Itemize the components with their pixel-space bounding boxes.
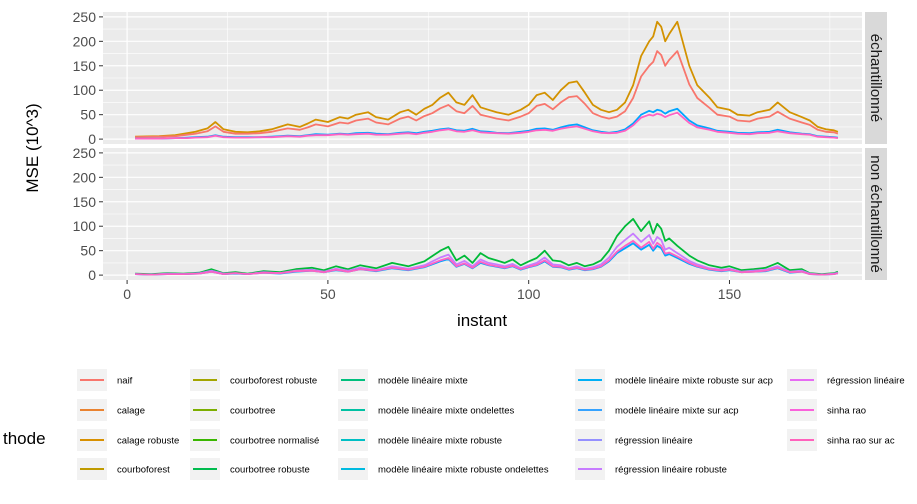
legend-label: sinha rao sur ac bbox=[827, 436, 895, 447]
legend-item: sinha rao bbox=[787, 399, 866, 421]
legend-label: modèle linéaire mixte sur acp bbox=[615, 406, 739, 417]
y-tick-label: 100 bbox=[73, 82, 97, 98]
y-tick-label: 150 bbox=[73, 58, 97, 74]
legend-label: régression linéaire bbox=[615, 436, 693, 447]
series-line-3 bbox=[135, 239, 839, 276]
x-tick-label: 50 bbox=[320, 286, 336, 302]
legend-label: régression linéaire bbox=[827, 376, 905, 387]
legend-label: régression linéaire robuste bbox=[615, 465, 727, 476]
legend-item: courboforest robuste bbox=[190, 369, 317, 391]
y-tick-label: 200 bbox=[73, 33, 97, 49]
legend: naif calage calage robuste courboforest cour… bbox=[77, 369, 905, 480]
x-axis-title: instant bbox=[457, 311, 507, 330]
y-tick-label: 250 bbox=[73, 145, 97, 161]
panel-0: 0 50 100 150 200 250 échantillonné bbox=[73, 9, 887, 147]
y-tick-label: 0 bbox=[88, 267, 96, 283]
legend-item: modèle linéaire mixte robuste ondelettes bbox=[338, 458, 549, 480]
legend-label: courbotree normalisé bbox=[230, 436, 319, 447]
legend-title: thode bbox=[3, 429, 46, 448]
y-tick-label: 250 bbox=[73, 9, 97, 25]
series-line-0 bbox=[135, 20, 839, 138]
legend-item: courbotree bbox=[190, 399, 275, 421]
y-tick-label: 50 bbox=[80, 243, 96, 259]
y-tick-label: 200 bbox=[73, 169, 97, 185]
legend-item: modèle linéaire mixte sur acp bbox=[575, 399, 739, 421]
series-line-1 bbox=[135, 50, 839, 139]
legend-label: sinha rao bbox=[827, 406, 866, 417]
facet-strip-label: non échantillonné bbox=[867, 155, 884, 273]
legend-label: modèle linéaire mixte robuste sur acp bbox=[615, 376, 773, 387]
legend-label: modèle linéaire mixte robuste bbox=[378, 436, 502, 447]
legend-item: modèle linéaire mixte ondelettes bbox=[338, 399, 514, 421]
legend-item: calage robuste bbox=[77, 429, 179, 451]
legend-item: courbotree normalisé bbox=[190, 429, 319, 451]
y-tick-label: 50 bbox=[80, 107, 96, 123]
legend-item: naif bbox=[77, 369, 133, 391]
x-tick-label: 100 bbox=[517, 286, 541, 302]
legend-label: calage bbox=[117, 406, 145, 417]
legend-item: sinha rao sur ac bbox=[787, 429, 895, 451]
legend-item: régression linéaire bbox=[575, 429, 693, 451]
y-tick-label: 150 bbox=[73, 194, 97, 210]
panels: 0 50 100 150 200 250 échantillonné 0 50 100 150 200… bbox=[73, 9, 887, 302]
legend-label: naif bbox=[117, 376, 133, 387]
facet-strip bbox=[865, 148, 887, 280]
legend-label: modèle linéaire mixte bbox=[378, 376, 468, 387]
legend-item: régression linéaire robuste bbox=[575, 458, 727, 480]
legend-item: courbotree robuste bbox=[190, 458, 310, 480]
legend-label: courbotree bbox=[230, 406, 275, 417]
panel-1: 0 50 100 150 200 250 non échantillonné bbox=[73, 145, 887, 283]
series-line-0 bbox=[135, 217, 839, 276]
facet-strip bbox=[865, 12, 887, 144]
legend-item: régression linéaire bbox=[787, 369, 905, 391]
legend-label: calage robuste bbox=[117, 436, 179, 447]
x-tick-label: 150 bbox=[718, 286, 742, 302]
series-line-3 bbox=[135, 111, 839, 140]
legend-item: calage bbox=[77, 399, 145, 421]
legend-label: courbotree robuste bbox=[230, 465, 310, 476]
legend-item: courboforest bbox=[77, 458, 170, 480]
legend-item: modèle linéaire mixte robuste bbox=[338, 429, 502, 451]
y-axis-title: MSE (10^3) bbox=[23, 103, 42, 192]
y-tick-label: 100 bbox=[73, 218, 97, 234]
legend-label: courboforest bbox=[117, 465, 170, 476]
legend-label: courboforest robuste bbox=[230, 376, 317, 387]
legend-item: modèle linéaire mixte robuste sur acp bbox=[575, 369, 773, 391]
legend-label: modèle linéaire mixte robuste ondelettes bbox=[378, 465, 549, 476]
legend-label: modèle linéaire mixte ondelettes bbox=[378, 406, 514, 417]
legend-item: modèle linéaire mixte bbox=[338, 369, 468, 391]
facet-strip-label: échantillonné bbox=[867, 34, 884, 122]
x-tick-label: 0 bbox=[123, 286, 131, 302]
y-tick-label: 0 bbox=[88, 131, 96, 147]
